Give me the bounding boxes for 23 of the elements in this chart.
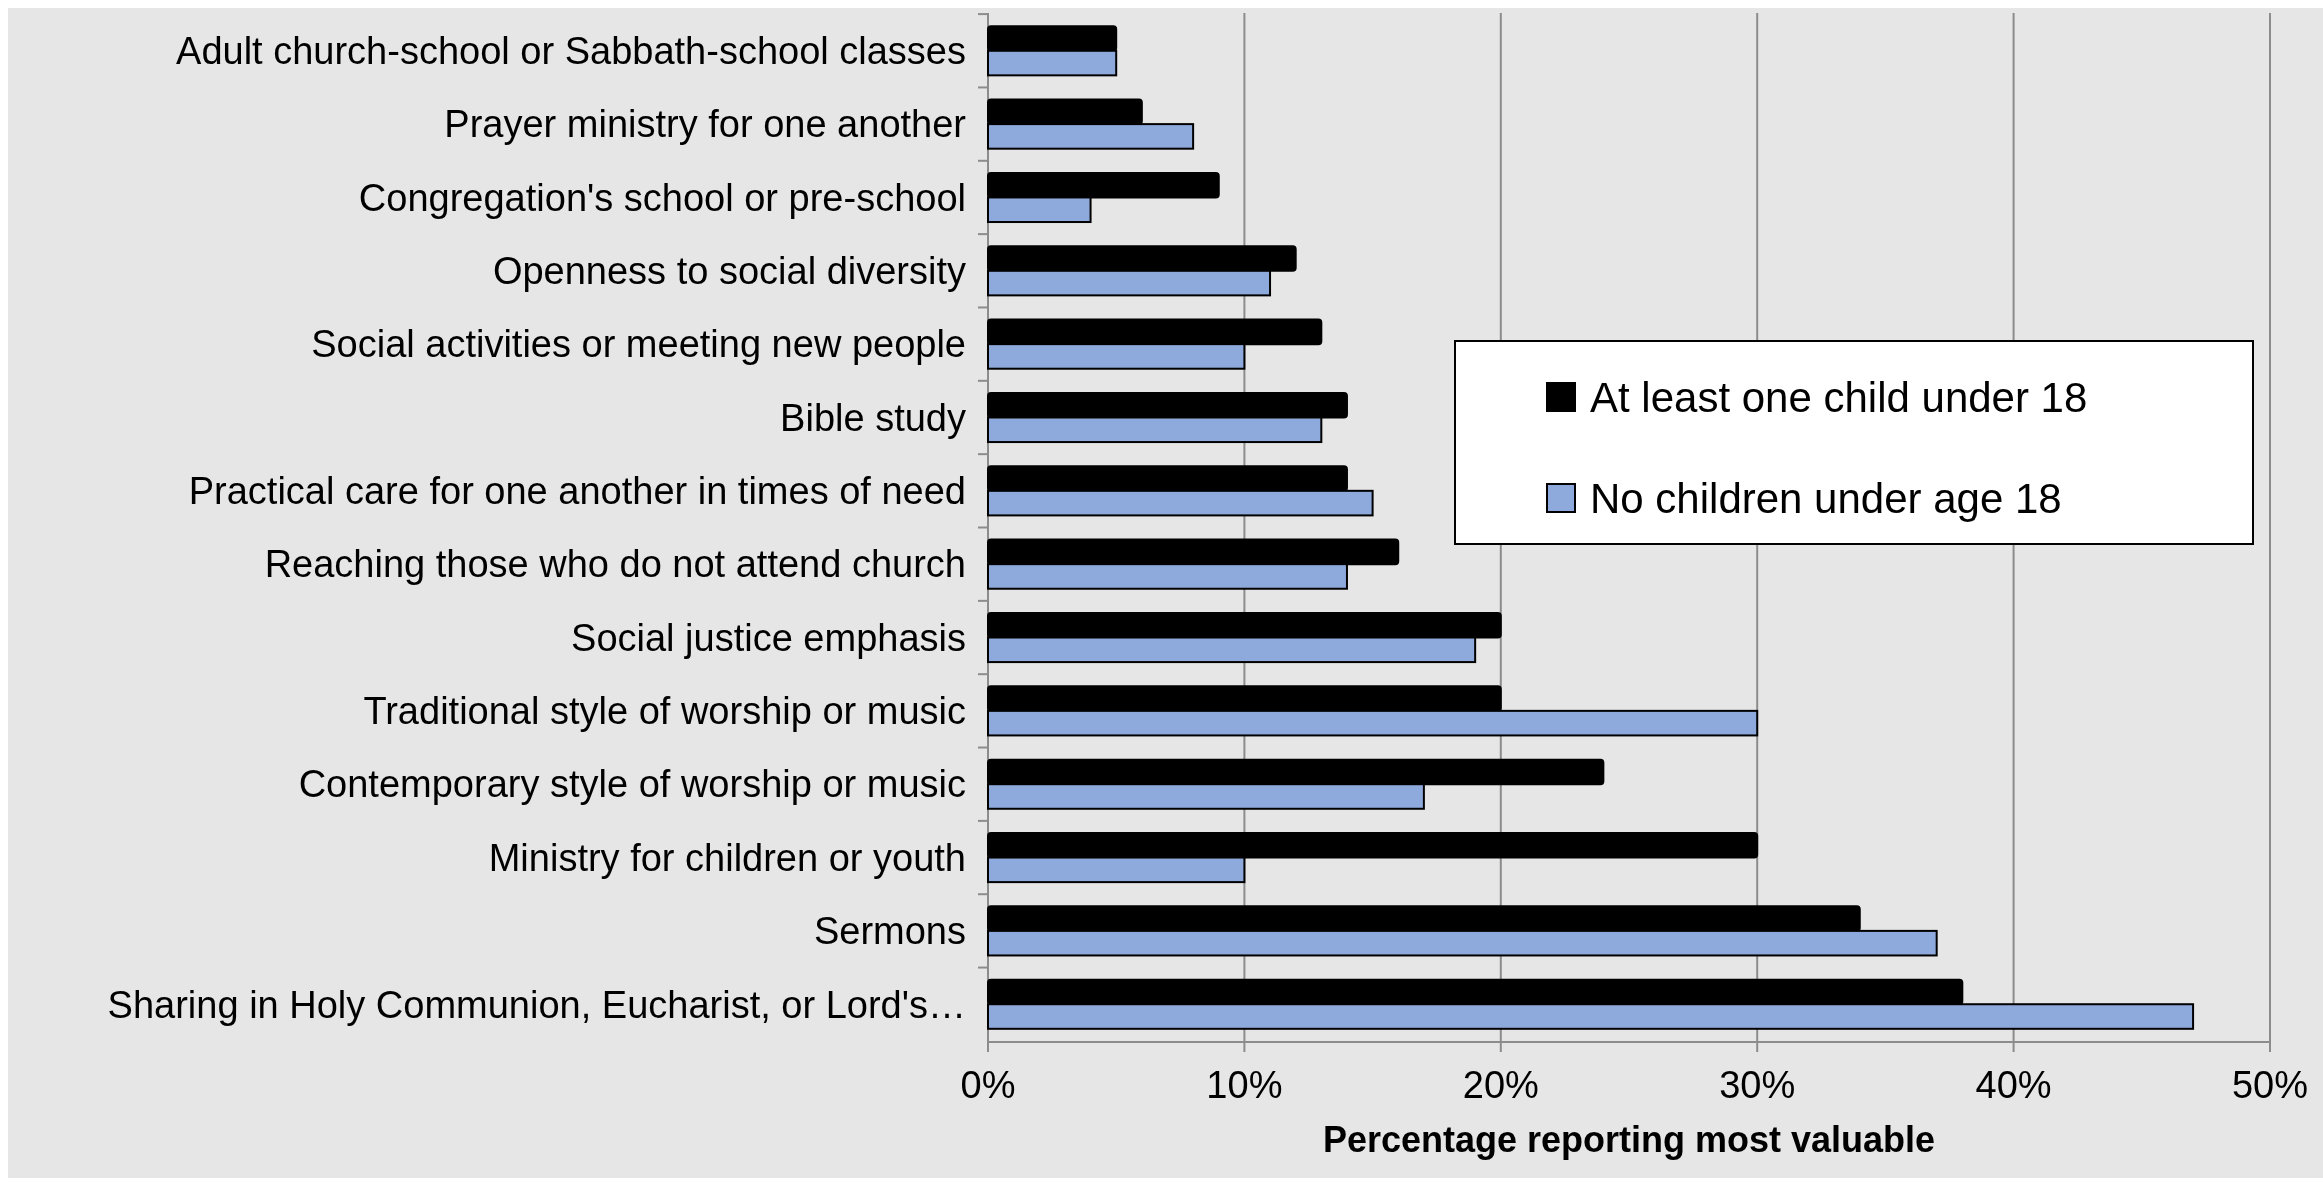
y-tick-label: Prayer ministry for one another [444, 103, 967, 146]
y-tick-label: Traditional style of worship or music [363, 690, 966, 733]
y-tick-label: Adult church-school or Sabbath-school classes [176, 30, 966, 73]
y-tick-label: Bible study [780, 396, 966, 439]
legend-label: No children under age 18 [1590, 474, 2062, 522]
legend-label: At least one child under 18 [1590, 373, 2088, 421]
y-tick-label: Social justice emphasis [571, 616, 966, 659]
y-tick-label: Sharing in Holy Communion, Eucharist, or Lord's… [107, 983, 966, 1026]
y-tick-label: Sermons [813, 910, 966, 953]
y-tick-label: Practical care for one another in times of need [188, 470, 966, 513]
x-tick-label: 50% [2231, 1064, 2309, 1106]
x-tick-label: 0% [960, 1064, 1016, 1106]
x-tick-label: 10% [1206, 1064, 1283, 1106]
y-tick-label: Reaching those who do not attend church [264, 543, 966, 586]
y-tick-label: Ministry for children or youth [488, 836, 966, 879]
x-tick-label: 40% [1975, 1064, 2052, 1106]
x-axis-title: Percentage reporting most valuable [1322, 1119, 1936, 1160]
x-tick-label: 30% [1719, 1064, 1796, 1106]
y-tick-label: Openness to social diversity [492, 250, 966, 293]
x-tick-label: 20% [1462, 1064, 1539, 1106]
y-tick-label: Contemporary style of worship or music [298, 763, 966, 806]
y-tick-label: Social activities or meeting new people [311, 323, 966, 366]
y-tick-label: Congregation's school or pre-school [358, 176, 966, 219]
